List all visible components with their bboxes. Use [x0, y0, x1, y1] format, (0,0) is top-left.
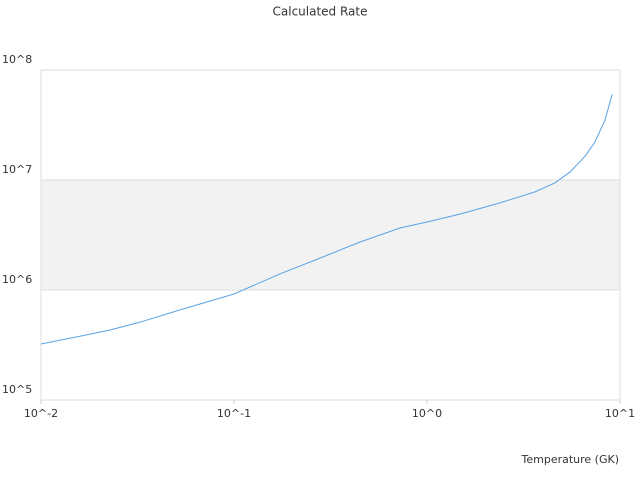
x-tick-label: 10^-1 — [217, 407, 251, 420]
x-tick-label: 10^0 — [412, 407, 442, 420]
chart-title: Calculated Rate — [273, 5, 368, 19]
x-axis-label: Temperature (GK) — [521, 453, 620, 466]
data-line — [40, 94, 613, 345]
x-tick-label: 10^-2 — [24, 407, 58, 420]
y-tick-label: 10^6 — [2, 273, 32, 286]
x-tick-label: 10^1 — [605, 407, 635, 420]
plot-band — [41, 180, 620, 290]
y-tick-label: 10^8 — [2, 53, 32, 66]
y-tick-label: 10^5 — [2, 383, 32, 396]
y-tick-label: 10^7 — [2, 163, 32, 176]
